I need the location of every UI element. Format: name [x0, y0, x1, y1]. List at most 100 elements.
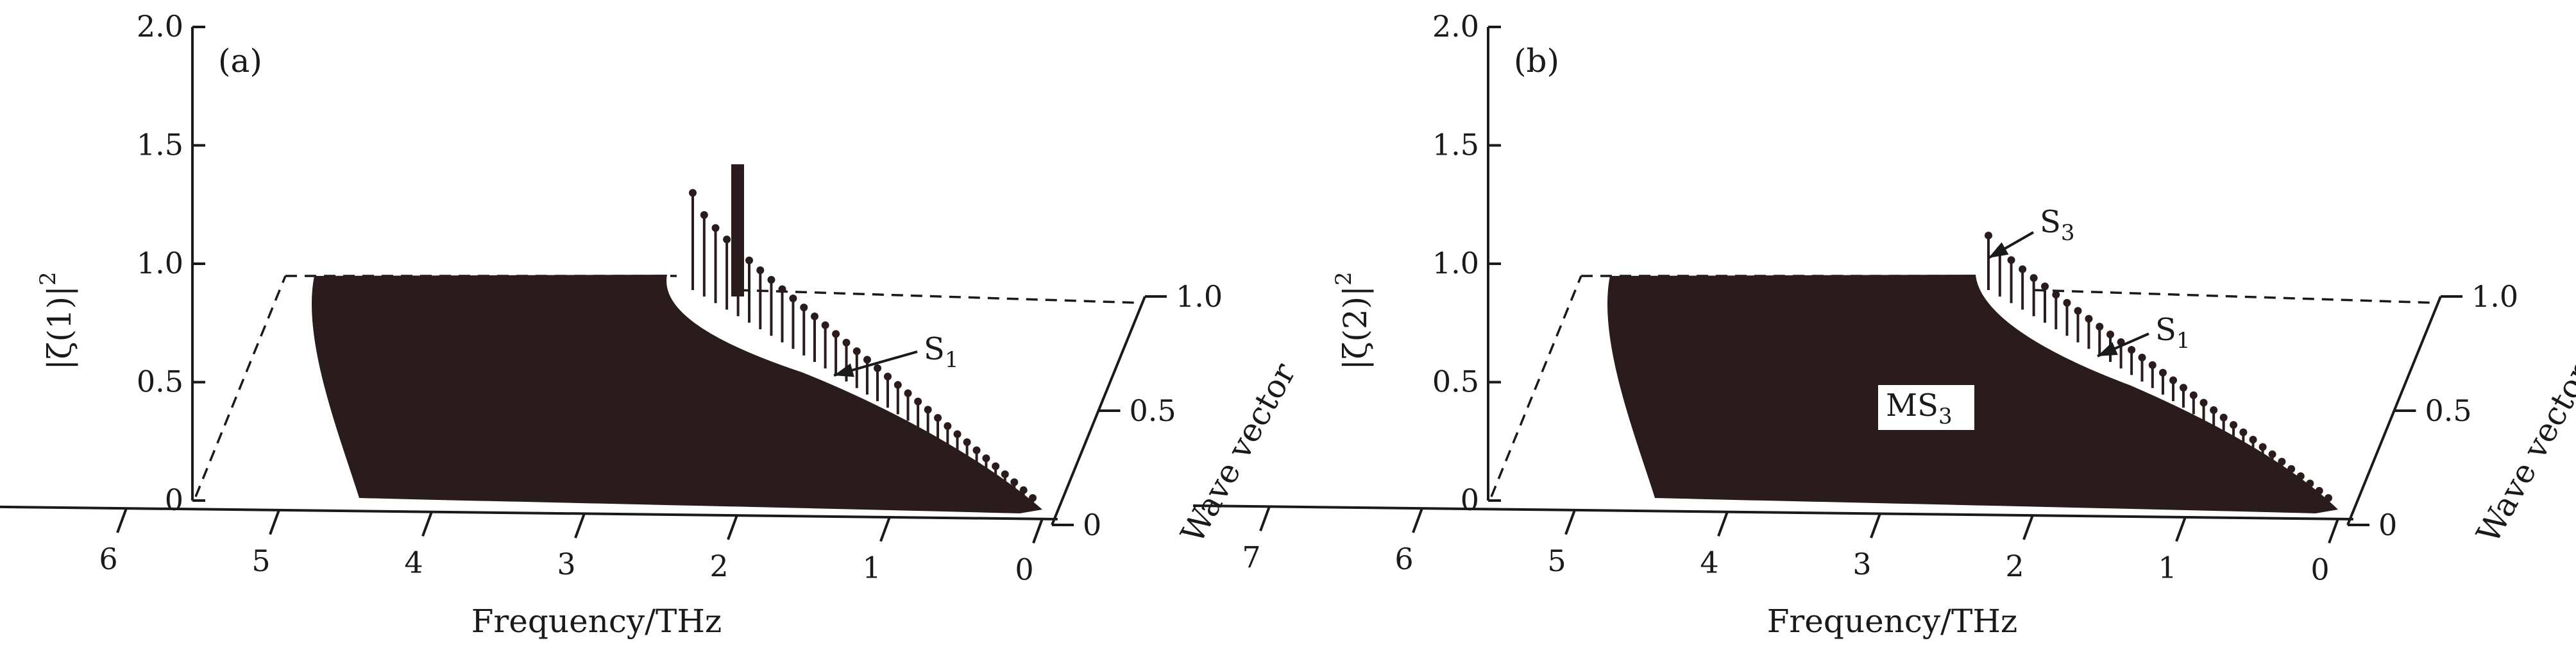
- annotation-arrowhead: [2097, 341, 2118, 356]
- s-branch-stems: [1985, 231, 2332, 506]
- x-tick-label: 2: [709, 549, 728, 583]
- box-edge: [2033, 289, 2438, 304]
- annotation-sub: 3: [1938, 404, 1953, 429]
- x-tick: [1564, 510, 1576, 535]
- s-branch-dot: [789, 294, 797, 302]
- s-branch-dot: [2074, 307, 2082, 315]
- s-branch-dot: [2085, 314, 2093, 323]
- s-branch-dot: [2210, 406, 2218, 415]
- panel-label: (b): [1514, 42, 1559, 80]
- s-branch-dot: [2041, 282, 2049, 291]
- box-edge: [737, 289, 1142, 304]
- x-tick-label: 5: [1547, 544, 1566, 578]
- s-branch-dot: [2128, 346, 2136, 354]
- y-axis-title-sup: 2: [1331, 271, 1357, 286]
- z-tick-label: 0: [1083, 508, 1101, 542]
- s-branch-dot: [1985, 231, 1992, 239]
- x-tick: [1870, 513, 1881, 538]
- s-branch-dot: [883, 372, 892, 381]
- s-branch-dot: [944, 422, 952, 430]
- s-branch-dot: [842, 338, 851, 347]
- s-branch-dot: [745, 256, 754, 264]
- x-tick-label: 7: [1242, 540, 1260, 574]
- x-tick: [421, 511, 433, 537]
- z-tick-label: 0: [2378, 508, 2397, 542]
- s-branch-dot: [756, 266, 765, 275]
- y-tick-label: 2.0: [137, 9, 183, 44]
- s-branch-dot: [2306, 479, 2314, 488]
- y-tick-label: 1.0: [1432, 246, 1479, 280]
- s-branch-dot: [992, 462, 1000, 470]
- x-tick-label: 4: [404, 545, 423, 579]
- annotation-name: S: [2155, 312, 2176, 348]
- x-axis-title: Frequency/THz: [1767, 603, 2018, 640]
- s-branch-dot: [2287, 465, 2296, 473]
- dense-mode-region: [312, 275, 1042, 513]
- annotation-name: MS: [1886, 388, 1938, 424]
- x-tick: [269, 510, 280, 535]
- y-axis-title-sup: 2: [35, 271, 61, 286]
- s-branch-dot: [953, 430, 962, 438]
- x-tick-label: 4: [1700, 545, 1718, 579]
- x-tick: [1032, 518, 1044, 544]
- s-branch-dot: [723, 236, 731, 244]
- x-tick-label: 3: [1852, 547, 1871, 581]
- x-tick: [727, 515, 738, 540]
- s-branch-dot: [852, 347, 861, 356]
- s-branch-dot: [1019, 486, 1028, 494]
- s-branch-dot: [2278, 458, 2286, 466]
- y-tick-label: 2.0: [1432, 9, 1479, 44]
- s-branch-dot: [2230, 421, 2238, 429]
- y-tick-label: 0.5: [137, 365, 183, 399]
- s-branch-dot: [2268, 450, 2276, 458]
- x-tick-label: 2: [2005, 549, 2024, 583]
- s-branch-dot: [1001, 470, 1009, 478]
- s-branch-dot: [914, 397, 922, 406]
- y-tick-label: 0: [1461, 483, 1479, 517]
- z-tick-label: 1.0: [1176, 279, 1223, 314]
- y-axis-title: |ζ(1)|2: [35, 271, 78, 370]
- s-branch-dot: [2296, 472, 2305, 481]
- s-branch-dot: [689, 189, 697, 197]
- s-branch-dot: [2063, 298, 2071, 307]
- y-axis-title-main: |ζ(2)|: [1337, 286, 1374, 370]
- s-branch-dot: [2106, 330, 2114, 339]
- y-tick-label: 1.0: [137, 246, 183, 280]
- box-edge: [194, 275, 287, 497]
- s-branch-dot: [2239, 428, 2248, 436]
- x-axis-line: [1192, 504, 2353, 520]
- s-branch-dot: [2258, 443, 2267, 451]
- annotation-sub: 3: [2061, 220, 2075, 246]
- x-tick-label: 6: [1394, 542, 1413, 576]
- x-tick-label: 1: [862, 551, 881, 585]
- s-branch-dot: [2052, 291, 2060, 299]
- y-tick-label: 0: [165, 483, 183, 517]
- s-branch-dot: [894, 381, 902, 389]
- dense-mode-mass: [312, 275, 1042, 513]
- s-branch-dot: [832, 330, 840, 338]
- s-branch-dot: [2096, 322, 2104, 330]
- s-branch-peak: [731, 164, 744, 296]
- annotation-box: [1878, 385, 1974, 430]
- s-branch-dot: [2219, 413, 2228, 422]
- panel-b: (b) 00.51.01.52.07 6 5 4 3 2 1 000.51.0 S3S1MS3…: [1192, 9, 2576, 640]
- s-branch-dot: [2148, 361, 2157, 369]
- s-branch-dot: [904, 389, 912, 397]
- z-tick-label: 1.0: [2471, 279, 2518, 314]
- s-branch-dot: [700, 210, 708, 219]
- s-branch-dot: [2315, 486, 2323, 495]
- y-tick-label: 1.5: [1432, 128, 1479, 162]
- box-edge: [1490, 275, 1582, 497]
- annotation-sub: 1: [2176, 328, 2190, 354]
- s-branch-dot: [767, 276, 775, 284]
- s-branch-dot: [2138, 354, 2146, 362]
- x-tick: [116, 508, 128, 533]
- s-branch-dot: [2249, 436, 2257, 444]
- x-tick: [1412, 508, 1423, 533]
- z-tick-label: 0.5: [1130, 393, 1176, 428]
- x-tick: [2022, 515, 2034, 540]
- z-axis-title: Wave vector: [1174, 357, 1303, 549]
